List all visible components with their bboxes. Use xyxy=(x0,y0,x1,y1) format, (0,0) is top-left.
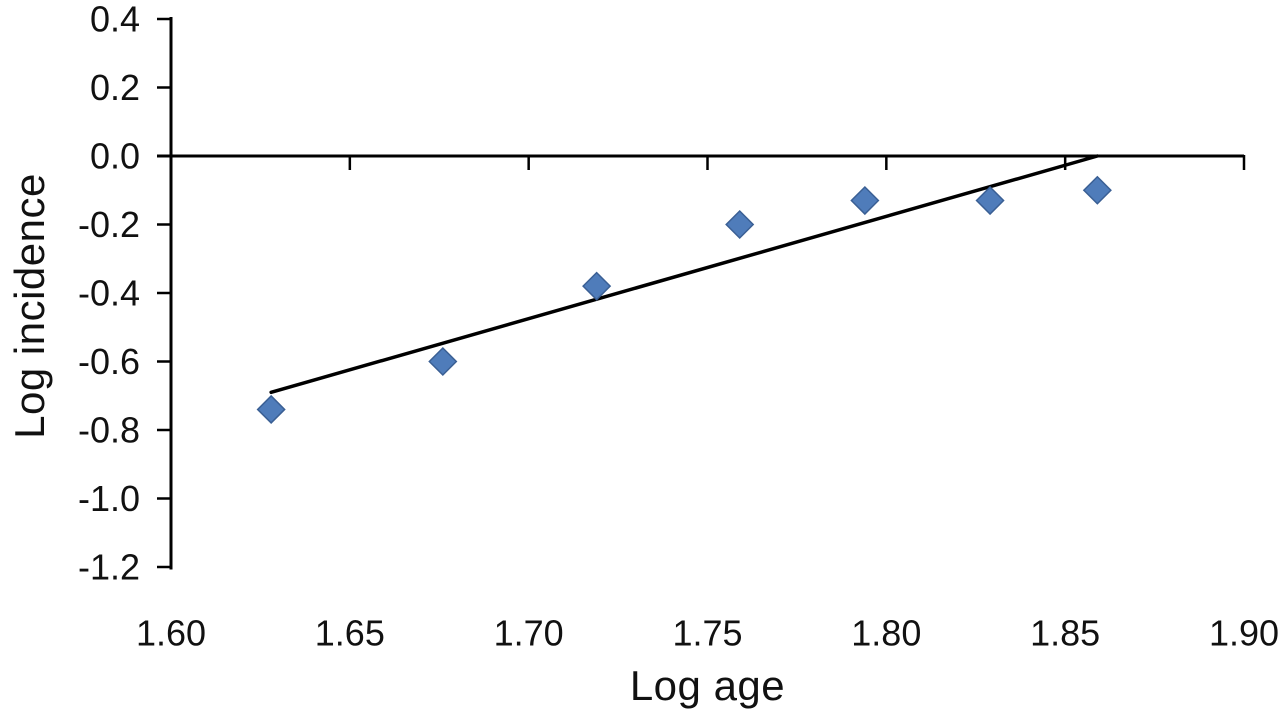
data-point-marker xyxy=(725,209,755,240)
y-tick-label: -0.6 xyxy=(78,341,140,382)
y-tick-label: -0.8 xyxy=(78,410,140,451)
data-point-marker xyxy=(1082,175,1112,205)
y-tick-label: -1.2 xyxy=(78,547,140,588)
x-tick-label: 1.60 xyxy=(136,613,206,654)
data-point-marker xyxy=(850,185,880,216)
x-tick-label: 1.65 xyxy=(315,613,385,654)
x-tick-label: 1.75 xyxy=(672,613,742,654)
y-tick-label: 0.0 xyxy=(90,136,140,177)
data-point-marker xyxy=(975,185,1005,216)
y-tick-label: -0.4 xyxy=(78,273,140,314)
trend-line xyxy=(269,154,1100,395)
y-tick-label: -1.0 xyxy=(78,478,140,519)
y-tick-label: 0.4 xyxy=(90,0,140,40)
x-tick-label: 1.85 xyxy=(1030,613,1100,654)
x-axis-title: Log age xyxy=(629,662,786,709)
x-tick-label: 1.70 xyxy=(494,613,564,654)
y-tick-label: -0.2 xyxy=(78,204,140,245)
x-tick-label: 1.90 xyxy=(1209,613,1279,654)
y-tick-label: 0.2 xyxy=(90,67,140,108)
x-tick-label: 1.80 xyxy=(851,613,921,654)
data-point-marker xyxy=(428,346,458,377)
data-point-marker xyxy=(256,394,286,425)
data-point-marker xyxy=(582,271,612,301)
y-axis-title: Log incidence xyxy=(6,173,53,439)
